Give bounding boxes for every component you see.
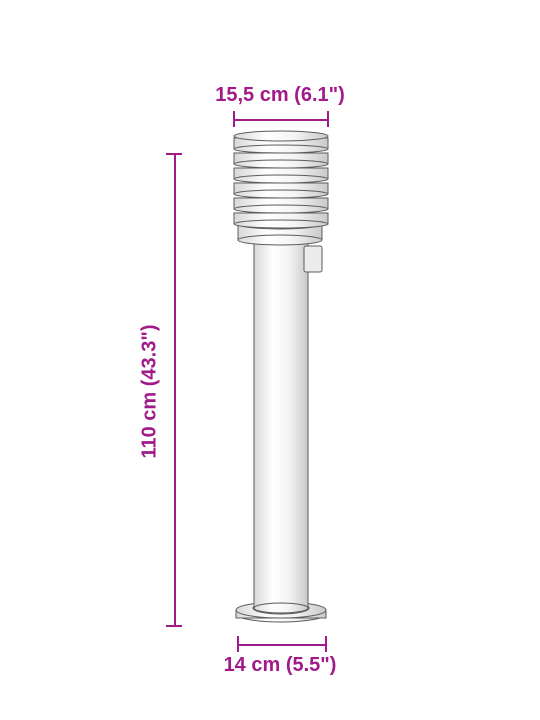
height-tick-bottom xyxy=(166,625,182,627)
height-bar xyxy=(174,154,176,626)
base-width-tick-right xyxy=(325,636,327,652)
height-label: 110 cm (43.3") xyxy=(139,302,162,482)
top-width-label: 15,5 cm (6.1") xyxy=(200,84,360,107)
base-width-bar xyxy=(238,644,326,646)
top-width-bar xyxy=(234,119,328,121)
lamp-illustration xyxy=(0,0,540,720)
base-width-tick-left xyxy=(237,636,239,652)
diagram-stage: 15,5 cm (6.1") 110 cm (43.3") 14 cm (5.5… xyxy=(0,0,540,720)
height-tick-top xyxy=(166,153,182,155)
top-width-tick-right xyxy=(327,111,329,127)
base-width-label: 14 cm (5.5") xyxy=(200,654,360,677)
top-width-tick-left xyxy=(233,111,235,127)
